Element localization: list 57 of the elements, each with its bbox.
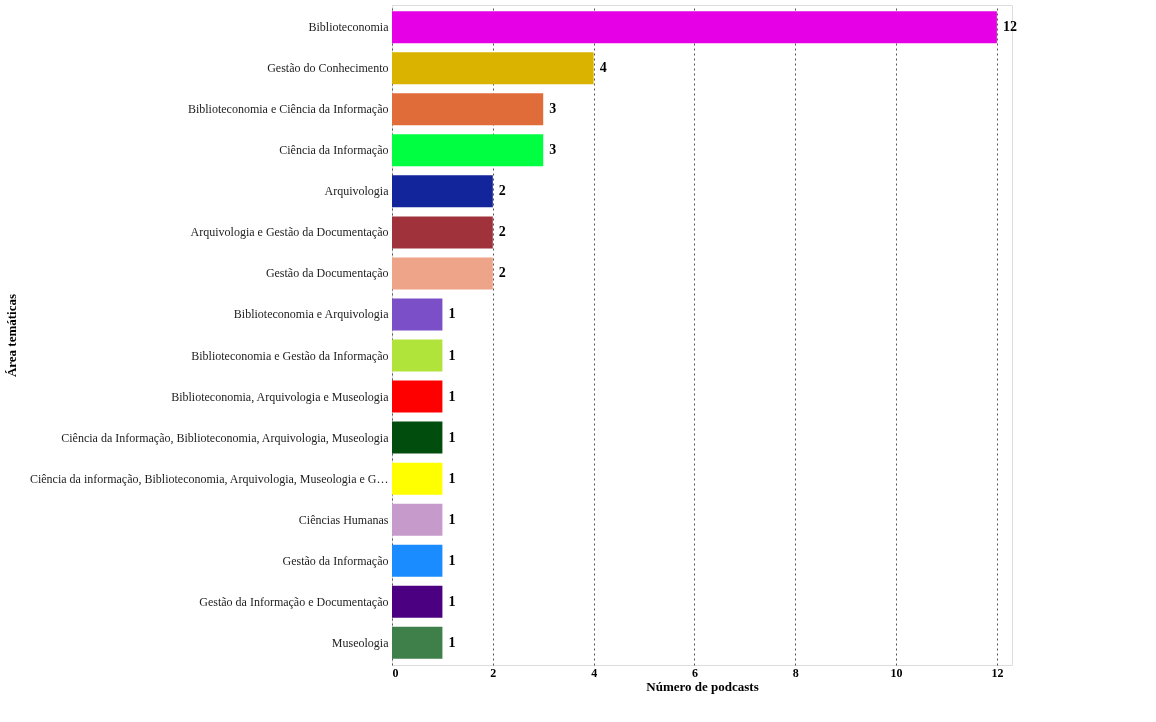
x-tick-label: 0 bbox=[392, 665, 399, 680]
x-tick-label: 8 bbox=[792, 665, 799, 680]
data-label: 1 bbox=[448, 634, 456, 650]
y-tick-label: Biblioteconomia, Arquivologia e Museologia bbox=[171, 389, 390, 404]
data-label: 3 bbox=[549, 101, 557, 117]
bar bbox=[392, 93, 544, 126]
data-label: 2 bbox=[498, 265, 506, 281]
bar bbox=[392, 134, 544, 167]
bar bbox=[392, 216, 493, 249]
y-tick-label: Ciência da informação, Biblioteconomia, Arquivologia, Museologia e G… bbox=[29, 471, 389, 486]
x-axis-title: Número de podcasts bbox=[646, 678, 759, 694]
data-label: 2 bbox=[498, 224, 506, 240]
data-label: 1 bbox=[448, 470, 456, 486]
y-tick-label: Gestão do Conhecimento bbox=[267, 61, 389, 76]
bar bbox=[392, 380, 443, 413]
data-label: 1 bbox=[448, 429, 456, 445]
bar bbox=[392, 298, 443, 331]
data-label: 3 bbox=[549, 142, 557, 158]
data-label: 1 bbox=[448, 388, 456, 404]
y-tick-label: Ciência da Informação bbox=[279, 143, 389, 158]
data-label: 1 bbox=[448, 552, 456, 568]
data-label: 2 bbox=[498, 183, 506, 199]
y-tick-label: Museologia bbox=[331, 635, 390, 650]
x-tick-label: 12 bbox=[991, 665, 1004, 680]
bar bbox=[392, 175, 493, 208]
bar bbox=[392, 585, 443, 618]
y-axis-title: Área temáticas bbox=[3, 293, 19, 378]
bar bbox=[392, 462, 443, 495]
y-tick-label: Biblioteconomia bbox=[308, 20, 390, 35]
data-label: 1 bbox=[448, 306, 456, 322]
y-tick-label: Arquivologia bbox=[324, 184, 390, 199]
y-tick-label: Biblioteconomia e Arquivologia bbox=[233, 307, 390, 322]
y-tick-label: Biblioteconomia e Ciência da Informação bbox=[187, 102, 389, 117]
y-tick-label: Biblioteconomia e Gestão da Informação bbox=[191, 348, 389, 363]
bar bbox=[392, 52, 594, 85]
bar bbox=[392, 257, 493, 290]
y-tick-label: Gestão da Documentação bbox=[265, 266, 389, 281]
bar bbox=[392, 339, 443, 372]
bar bbox=[392, 421, 443, 454]
data-label: 12 bbox=[1002, 19, 1017, 35]
bar bbox=[392, 11, 997, 44]
data-label: 1 bbox=[448, 511, 456, 527]
x-tick-label: 4 bbox=[591, 665, 598, 680]
y-tick-label: Ciência da Informação, Biblioteconomia, Arquivologia, Museologia bbox=[61, 430, 390, 445]
x-tick-label: 2 bbox=[490, 665, 497, 680]
data-label: 4 bbox=[599, 60, 607, 76]
bar bbox=[392, 544, 443, 577]
y-tick-label: Ciências Humanas bbox=[298, 512, 389, 527]
bar bbox=[392, 503, 443, 536]
y-tick-label: Gestão da Informação e Documentação bbox=[199, 594, 389, 609]
data-label: 1 bbox=[448, 347, 456, 363]
y-tick-label: Gestão da Informação bbox=[282, 553, 389, 568]
y-tick-label: Arquivologia e Gestão da Documentação bbox=[190, 225, 389, 240]
x-tick-label: 6 bbox=[691, 665, 698, 680]
bar bbox=[392, 626, 443, 659]
data-label: 1 bbox=[448, 593, 456, 609]
x-tick-label: 10 bbox=[890, 665, 903, 680]
